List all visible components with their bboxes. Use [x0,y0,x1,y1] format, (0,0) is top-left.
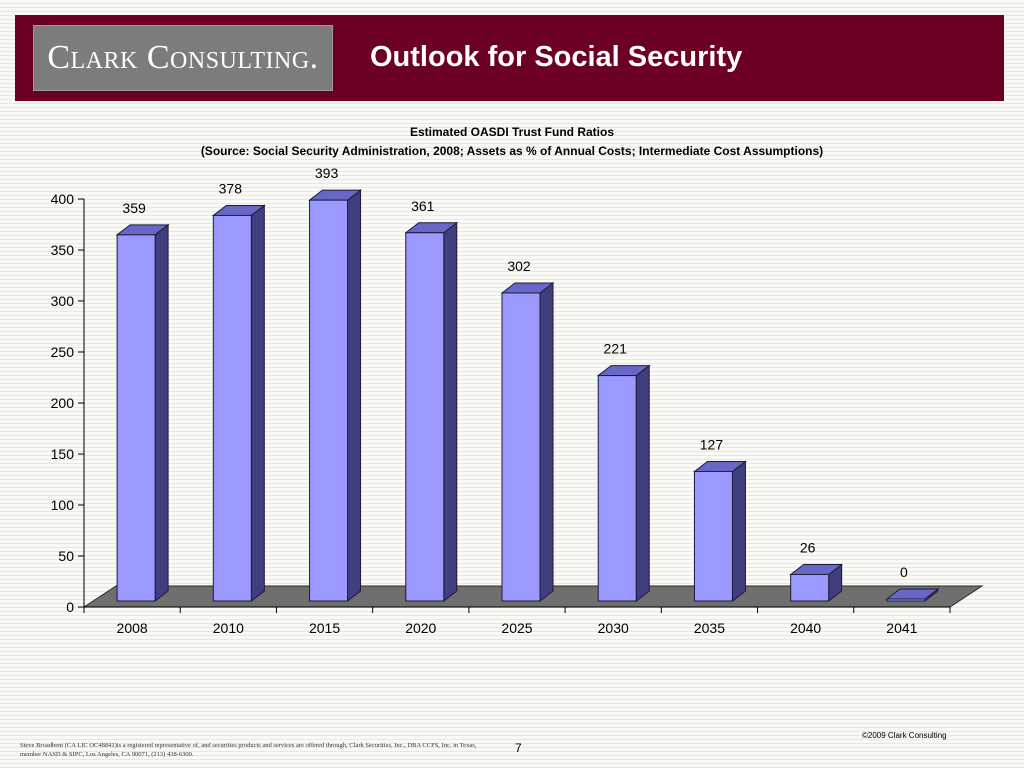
bar [597,375,637,602]
bar-value-label: 393 [315,165,339,181]
clark-consulting-logo: Clark Consulting. [33,25,333,91]
bar-value-label: 378 [219,180,243,196]
x-tick-label: 2040 [790,620,821,636]
x-tick-label: 2020 [405,620,436,636]
slide-title: Outlook for Social Security [370,41,743,73]
chart-title: Estimated OASDI Trust Fund Ratios [409,125,615,139]
y-tick-label: 400 [51,191,75,207]
bar-side [443,221,458,603]
bar-value-label: 26 [800,539,816,555]
bar-side [154,223,169,603]
bar-side [731,460,746,603]
bar-side [347,189,362,603]
bar-value-label: 359 [122,200,146,216]
y-tick-label: 200 [51,395,75,411]
x-tick-label: 2041 [886,620,917,636]
x-tick-label: 2035 [694,620,725,636]
bar [309,199,349,602]
copyright-notice: ©2009 Clark Consulting [862,731,947,740]
bar-value-label: 302 [507,258,531,274]
bar-side [635,364,650,603]
bar [886,598,926,602]
bar-side [539,281,554,603]
chart-subtitle: (Source: Social Security Administration,… [200,144,824,158]
bar-value-label: 361 [411,198,435,214]
bar [212,214,252,602]
y-tick-label: 50 [58,548,74,564]
bar [501,292,541,602]
bar-side [250,204,265,603]
x-tick-label: 2015 [309,620,340,636]
bar-value-label: 127 [700,436,724,452]
bar [405,232,445,602]
logo-text: Clark Consulting. [47,39,319,76]
bar [693,470,733,602]
bar [116,234,156,602]
x-tick-label: 2008 [117,620,148,636]
y-tick-label: 150 [51,446,75,462]
y-tick-label: 100 [51,497,75,513]
x-tick-label: 2030 [598,620,629,636]
y-tick-label: 0 [66,599,74,615]
bar-value-label: 0 [900,564,908,580]
y-tick-label: 300 [51,293,75,309]
y-tick-label: 250 [51,344,75,360]
page-number: 7 [515,741,522,755]
x-tick-label: 2010 [213,620,244,636]
bar [790,573,830,602]
x-tick-label: 2025 [501,620,532,636]
footer-disclaimer: Steve Broadbent (CA LIC OC48841)is a reg… [20,742,477,758]
slide-header: Clark Consulting. Outlook for Social Sec… [15,15,1004,101]
bar-value-label: 221 [604,341,628,357]
y-tick-label: 350 [51,242,75,258]
